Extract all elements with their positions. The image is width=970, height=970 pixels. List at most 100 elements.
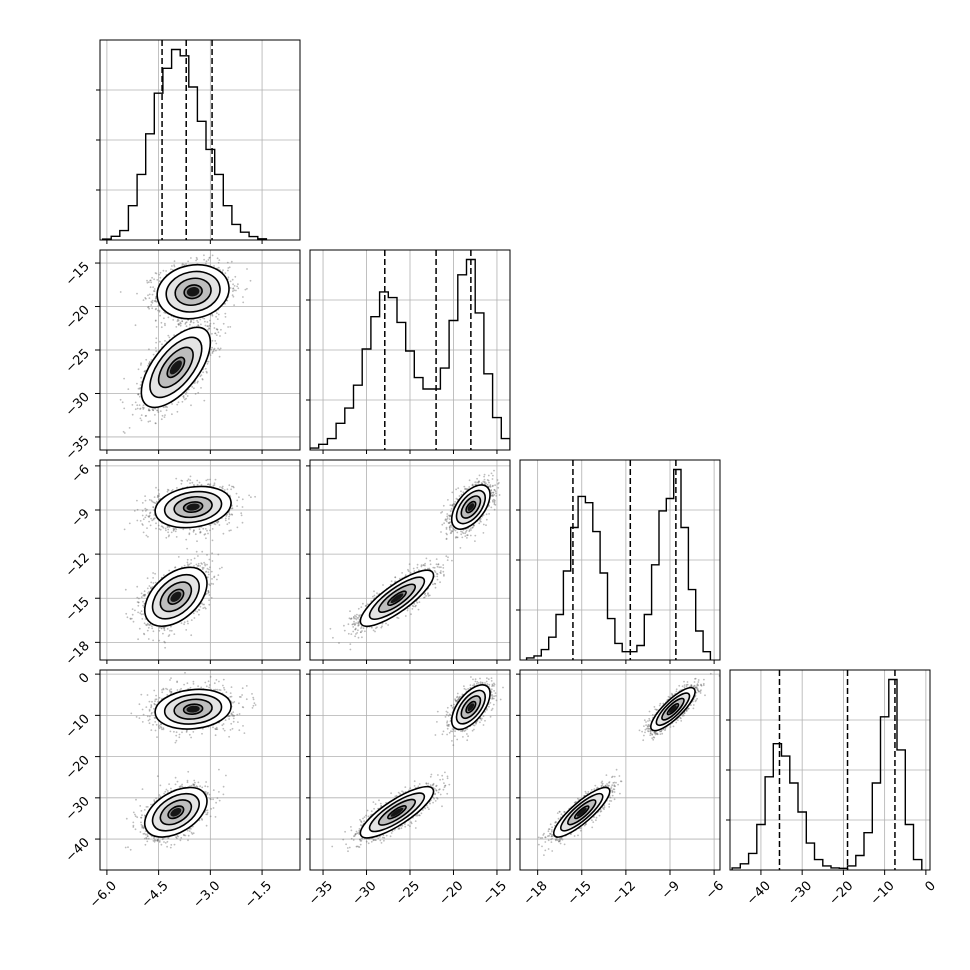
- sample-point: [226, 488, 229, 491]
- sample-point: [151, 500, 154, 503]
- sample-point: [167, 316, 170, 319]
- sample-point: [166, 526, 169, 529]
- sample-point: [202, 371, 205, 374]
- sample-point: [206, 563, 208, 566]
- sample-point: [232, 485, 235, 488]
- sample-point: [201, 602, 203, 605]
- sample-point: [123, 528, 126, 531]
- sample-point: [231, 294, 234, 297]
- sample-point: [145, 534, 148, 537]
- sample-point: [137, 387, 140, 390]
- sample-point: [212, 350, 215, 353]
- sample-point: [215, 315, 218, 318]
- sample-point: [212, 484, 215, 487]
- sample-point: [157, 494, 159, 497]
- sample-point: [213, 484, 216, 486]
- sample-point: [123, 407, 126, 410]
- histogram-panel-1: [310, 250, 510, 450]
- sample-point: [233, 289, 236, 292]
- sample-point: [143, 370, 146, 373]
- sample-point: [232, 486, 235, 489]
- sample-point: [200, 387, 202, 389]
- sample-point: [157, 305, 160, 307]
- sample-point: [213, 576, 216, 579]
- sample-point: [215, 349, 217, 352]
- scatter-panel-0-2: [100, 460, 300, 660]
- sample-point: [144, 507, 147, 510]
- sample-point: [152, 506, 155, 508]
- sample-point: [151, 627, 154, 630]
- sample-point: [232, 295, 235, 298]
- sample-point: [199, 530, 202, 533]
- sample-point: [153, 496, 156, 498]
- sample-point: [141, 509, 144, 512]
- sample-point: [216, 257, 219, 260]
- sample-point: [140, 364, 142, 366]
- sample-point: [184, 321, 187, 324]
- sample-point: [157, 309, 159, 312]
- sample-point: [173, 633, 176, 635]
- sample-point: [207, 591, 210, 593]
- sample-point: [199, 375, 202, 378]
- sample-point: [139, 417, 142, 420]
- sample-point: [232, 283, 235, 286]
- sample-point: [187, 564, 190, 567]
- sample-point: [155, 486, 157, 489]
- histogram-panel-2: [520, 460, 720, 660]
- sample-point: [173, 260, 176, 263]
- sample-point: [185, 397, 188, 400]
- sample-point: [190, 319, 192, 322]
- sample-point: [218, 524, 221, 526]
- sample-point: [168, 569, 171, 572]
- sample-point: [186, 547, 189, 550]
- sample-point: [193, 382, 196, 384]
- sample-point: [167, 528, 170, 531]
- sample-point: [215, 342, 218, 345]
- sample-point: [197, 324, 200, 327]
- sample-point: [168, 526, 171, 528]
- sample-point: [141, 523, 144, 525]
- sample-point: [146, 281, 149, 284]
- sample-point: [171, 489, 174, 491]
- sample-point: [149, 420, 152, 422]
- sample-point: [216, 328, 219, 331]
- sample-point: [209, 322, 212, 325]
- sample-point: [155, 307, 158, 310]
- sample-point: [181, 262, 184, 265]
- sample-point: [208, 327, 211, 330]
- sample-point: [154, 407, 157, 410]
- sample-point: [139, 520, 142, 522]
- sample-point: [136, 404, 139, 407]
- sample-point: [174, 530, 177, 533]
- sample-point: [207, 589, 210, 592]
- sample-point: [229, 326, 232, 328]
- sample-point: [218, 259, 221, 261]
- sample-point: [186, 395, 189, 397]
- sample-point: [147, 420, 150, 423]
- sample-point: [193, 529, 195, 532]
- sample-point: [151, 307, 154, 310]
- sample-point: [172, 319, 175, 321]
- sample-point: [221, 485, 224, 488]
- sample-point: [242, 296, 244, 298]
- sample-point: [230, 488, 233, 491]
- sample-point: [137, 368, 140, 371]
- sample-point: [164, 414, 166, 416]
- sample-point: [152, 409, 155, 412]
- sample-point: [204, 324, 207, 327]
- sample-point: [213, 347, 216, 350]
- sample-point: [217, 266, 220, 269]
- sample-point: [139, 408, 142, 410]
- sample-point: [148, 293, 151, 296]
- sample-point: [250, 496, 252, 499]
- sample-point: [139, 386, 142, 389]
- sample-point: [158, 280, 161, 282]
- sample-point: [217, 520, 220, 523]
- sample-point: [232, 287, 234, 290]
- sample-point: [141, 502, 144, 504]
- sample-point: [196, 258, 199, 261]
- sample-point: [205, 479, 208, 482]
- sample-point: [240, 512, 243, 515]
- sample-point: [162, 269, 165, 272]
- sample-point: [205, 260, 208, 263]
